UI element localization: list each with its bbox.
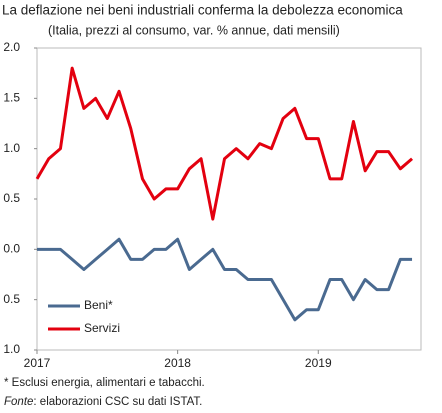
x-tick-label: 2019 xyxy=(305,356,332,370)
source-label: Fonte xyxy=(4,396,33,408)
series-line xyxy=(37,237,413,322)
y-tick-label: 2.0 xyxy=(3,40,20,54)
source-text: : elaborazioni CSC su dati ISTAT. xyxy=(33,396,202,408)
note: * Esclusi energia, alimentari e tabacchi… xyxy=(4,377,205,389)
source: Fonte: elaborazioni CSC su dati ISTAT. xyxy=(4,396,202,408)
y-tick-label: 1.0 xyxy=(3,342,20,356)
y-tick-label: 1.5 xyxy=(3,91,20,105)
x-tick-label: 2017 xyxy=(24,356,51,370)
x-tick-label: 2018 xyxy=(164,356,191,370)
chart-title: La deflazione nei beni industriali confe… xyxy=(2,3,403,18)
y-tick-label: 0.5 xyxy=(3,292,20,306)
legend-label: Beni* xyxy=(84,298,113,312)
legend-label: Servizi xyxy=(84,321,120,335)
y-tick-label: 1.0 xyxy=(3,141,20,155)
series-line xyxy=(35,66,414,221)
chart-subtitle: (Italia, prezzi al consumo, var. % annue… xyxy=(48,23,340,37)
y-tick-label: 0.5 xyxy=(3,191,20,205)
y-tick-label: 0.0 xyxy=(3,242,20,256)
